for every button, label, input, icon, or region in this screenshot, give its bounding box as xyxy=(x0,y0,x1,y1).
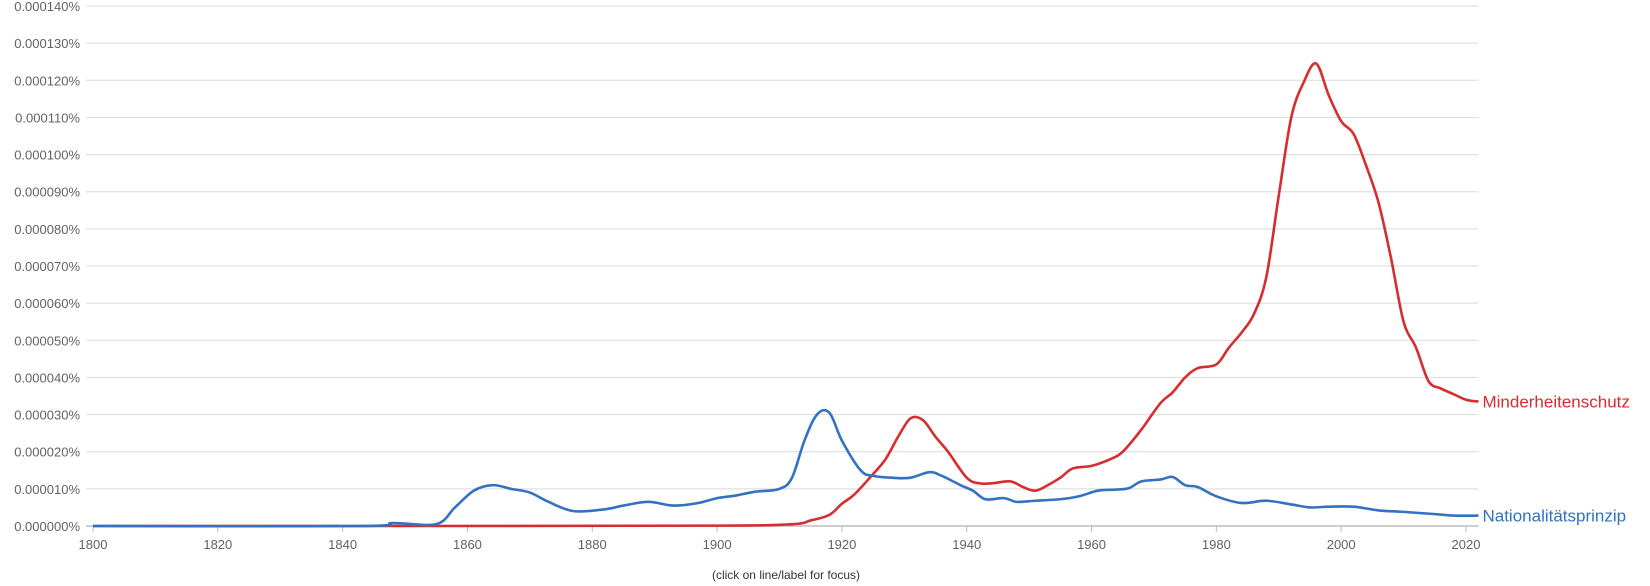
y-tick-label: 0.000140% xyxy=(14,0,80,14)
x-tick-label: 2020 xyxy=(1452,537,1481,552)
y-tick-label: 0.000060% xyxy=(14,296,80,311)
series-label[interactable]: Nationalitätsprinzip xyxy=(1482,507,1626,526)
x-tick-label: 1940 xyxy=(952,537,981,552)
y-tick-label: 0.000040% xyxy=(14,370,80,385)
y-tick-label: 0.000080% xyxy=(14,222,80,237)
gridlines xyxy=(86,5,1479,527)
x-tick-label: 1880 xyxy=(578,537,607,552)
y-tick-label: 0.000020% xyxy=(14,445,80,460)
y-tick-label: 0.000120% xyxy=(14,73,80,88)
y-tick-label: 0.000110% xyxy=(15,110,80,125)
x-tick-label: 1960 xyxy=(1077,537,1106,552)
x-tick-label: 1820 xyxy=(203,537,232,552)
y-tick-label: 0.000010% xyxy=(14,482,80,497)
x-tick-label: 1900 xyxy=(703,537,732,552)
focus-hint: (click on line/label for focus) xyxy=(711,568,861,582)
y-tick-label: 0.000130% xyxy=(14,36,80,51)
y-tick-label: 0.000000% xyxy=(14,519,80,534)
y-tick-label: 0.000050% xyxy=(14,333,80,348)
y-axis: 0.000000% 0.000010% 0.000020% 0.000030% 0.00… xyxy=(14,0,80,534)
x-tick-label: 1920 xyxy=(827,537,856,552)
x-tick-label: 1980 xyxy=(1202,537,1231,552)
series-line-minderheitenschutz[interactable] xyxy=(92,62,1479,528)
x-tick-label: 1840 xyxy=(328,537,357,552)
series-line-nationalitätsprinzip[interactable] xyxy=(92,408,1479,528)
x-tick-label: 2000 xyxy=(1327,537,1356,552)
y-tick-label: 0.000100% xyxy=(14,148,80,163)
x-tick-label: 1860 xyxy=(453,537,482,552)
series-label[interactable]: Minderheitenschutz xyxy=(1482,393,1629,412)
x-tick-label: 1800 xyxy=(79,537,108,552)
y-tick-label: 0.000030% xyxy=(14,408,80,423)
y-tick-label: 0.000070% xyxy=(14,259,80,274)
x-axis: 1800 1820 1840 1860 1880 1900 1920 1940 1960 1980… xyxy=(79,526,1481,552)
series-labels[interactable]: Minderheitenschutz Nationalitätsprinzip xyxy=(1482,393,1629,526)
y-tick-label: 0.000090% xyxy=(14,185,80,200)
series-lines[interactable] xyxy=(92,62,1479,528)
